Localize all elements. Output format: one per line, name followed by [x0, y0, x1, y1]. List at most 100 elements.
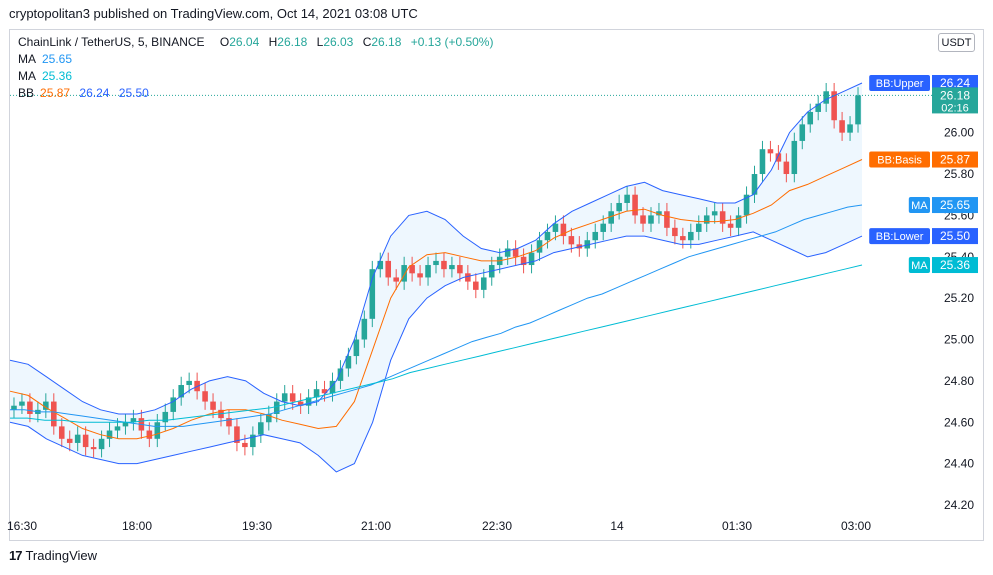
- open-key: O: [219, 35, 230, 49]
- candle-body: [297, 401, 304, 406]
- candle-body: [608, 211, 614, 224]
- x-tick-label: 16:30: [7, 519, 37, 533]
- y-tick-label: 24.40: [944, 457, 974, 471]
- candle-body: [409, 265, 415, 274]
- candle-body: [250, 434, 256, 448]
- candle-body: [775, 153, 782, 162]
- bb-basis-line: [9, 159, 863, 440]
- candle-body: [624, 194, 630, 203]
- indicator-tag: [869, 75, 930, 91]
- y-tick-label: 26.00: [944, 126, 974, 140]
- candle-body: [735, 215, 742, 228]
- candle-body: [265, 413, 272, 423]
- candle-body: [154, 422, 161, 439]
- close-value: 26.18: [371, 35, 402, 49]
- legend-ma1-row[interactable]: MA 25.65: [18, 51, 493, 68]
- bb-upper-value: 26.24: [79, 86, 110, 100]
- candle-body: [114, 426, 121, 431]
- currency-button[interactable]: USDT: [938, 33, 975, 52]
- candle-body: [799, 124, 806, 141]
- y-tick-label: 24.60: [944, 415, 974, 429]
- candle-body: [616, 202, 622, 212]
- candle-body: [146, 430, 153, 439]
- candle-body: [425, 265, 431, 278]
- candle-body: [19, 401, 25, 406]
- candle-body: [783, 161, 790, 175]
- candle-body: [242, 442, 248, 448]
- close-key: C: [362, 35, 372, 49]
- axis-price-value: 25.50: [940, 229, 970, 243]
- candle-body: [74, 434, 81, 443]
- candle-body: [568, 236, 575, 245]
- candle-body: [122, 422, 129, 427]
- axis-countdown: 02:16: [941, 102, 969, 114]
- publish-info: cryptopolitan3 published on TradingView.…: [9, 6, 418, 21]
- candle-body: [703, 215, 710, 224]
- x-tick-label: 01:30: [722, 519, 752, 533]
- candle-body: [831, 91, 837, 121]
- candle-body: [751, 174, 758, 195]
- candle-body: [433, 260, 439, 266]
- indicator-tag-label: BB:Upper: [876, 78, 924, 90]
- axis-price-value: 25.65: [940, 198, 970, 212]
- candle-body: [791, 140, 798, 175]
- candle-body: [688, 231, 694, 241]
- candle-body: [664, 211, 670, 228]
- candle-body: [186, 380, 192, 386]
- ma-fast-line: [10, 204, 863, 427]
- ma-slow-line: [10, 264, 863, 423]
- axis-price-value: 25.87: [940, 153, 970, 167]
- candle-body: [130, 418, 137, 423]
- candle-body: [719, 211, 726, 224]
- candle-body: [281, 393, 288, 402]
- axis-price-value: 26.24: [940, 76, 970, 90]
- candle-body: [600, 223, 607, 232]
- indicator-tag: [908, 257, 930, 274]
- candle-body: [560, 223, 567, 237]
- legend-ma2-row[interactable]: MA 25.36: [18, 68, 493, 85]
- indicator-tag: [908, 197, 930, 214]
- bb-lower-line: [9, 231, 863, 473]
- candle-body: [90, 447, 97, 450]
- candle-body: [313, 389, 320, 398]
- candle-body: [162, 411, 169, 423]
- axis-price-value: 25.36: [940, 258, 970, 272]
- candle-body: [552, 223, 559, 232]
- candle-body: [680, 236, 686, 241]
- change-value: +0.13 (+0.50%): [410, 35, 494, 49]
- low-key: L: [316, 35, 324, 49]
- candle-body: [361, 318, 368, 340]
- legend-bb-row[interactable]: BB 25.87 26.24 25.50: [18, 85, 493, 102]
- candle-body: [226, 418, 232, 427]
- axis-price-label: [932, 257, 978, 274]
- candle-body: [369, 269, 376, 319]
- y-tick-label: 25.20: [944, 291, 974, 305]
- ma1-value: 25.65: [42, 52, 73, 66]
- chart-frame: [9, 29, 984, 541]
- x-tick-label: 22:30: [482, 519, 512, 533]
- bb-label: BB: [18, 86, 35, 100]
- candle-body: [353, 339, 360, 357]
- candle-body: [401, 265, 407, 282]
- candle-body: [11, 405, 17, 410]
- candle-body: [544, 231, 551, 241]
- candle-body: [82, 434, 89, 448]
- candle-body: [632, 194, 638, 216]
- candle-body: [385, 260, 392, 278]
- candle-body: [648, 215, 654, 224]
- indicator-tag-label: MA: [911, 260, 928, 272]
- candle-body: [43, 401, 49, 410]
- candle-body: [584, 240, 591, 249]
- tradingview-logo[interactable]: 17 TradingView: [9, 548, 97, 563]
- candle-body: [465, 273, 471, 282]
- bb-lower-value: 25.50: [118, 86, 149, 100]
- candle-body: [170, 397, 177, 412]
- candle-body: [441, 260, 447, 270]
- symbol-label[interactable]: ChainLink / TetherUS, 5, BINANCE: [18, 35, 205, 49]
- candle-body: [672, 227, 678, 237]
- candle-body: [178, 385, 184, 398]
- axis-price-label: [932, 151, 978, 168]
- candle-body: [27, 401, 33, 414]
- axis-price-value: 26.18: [940, 88, 970, 102]
